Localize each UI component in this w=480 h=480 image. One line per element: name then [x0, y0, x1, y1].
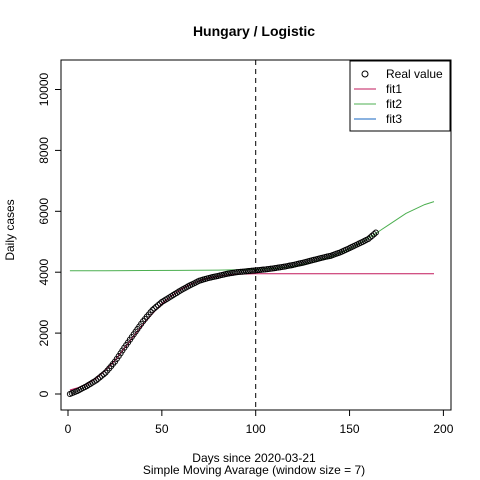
y-tick-label: 2000	[37, 319, 51, 346]
chart-title: Hungary / Logistic	[193, 23, 315, 39]
y-tick-label: 0	[37, 390, 51, 397]
y-tick-label: 10000	[37, 72, 51, 106]
y-axis: 0 2000 4000 6000 8000 10000	[37, 72, 61, 397]
y-tick-label: 6000	[37, 198, 51, 225]
series-layer	[67, 202, 434, 397]
y-axis-label: Daily cases	[3, 199, 17, 260]
x-tick-label: 0	[65, 422, 72, 436]
legend-label-real-value: Real value	[386, 67, 443, 81]
legend-label-fit3: fit3	[386, 112, 402, 126]
x-tick-label: 200	[433, 422, 453, 436]
y-tick-label: 8000	[37, 137, 51, 164]
legend-label-fit2: fit2	[386, 97, 402, 111]
legend-label-fit1: fit1	[386, 82, 402, 96]
series-line-fit2	[70, 202, 434, 271]
x-tick-label: 100	[246, 422, 266, 436]
x-tick-label: 150	[340, 422, 360, 436]
y-tick-label: 4000	[37, 259, 51, 286]
legend: Real value fit1 fit2 fit3	[350, 61, 450, 131]
series-line-fit1	[70, 274, 434, 390]
x-axis-sublabel: Simple Moving Avarage (window size = 7)	[143, 463, 365, 477]
x-axis: 0 50 100 150 200	[65, 410, 454, 436]
x-tick-label: 50	[155, 422, 169, 436]
